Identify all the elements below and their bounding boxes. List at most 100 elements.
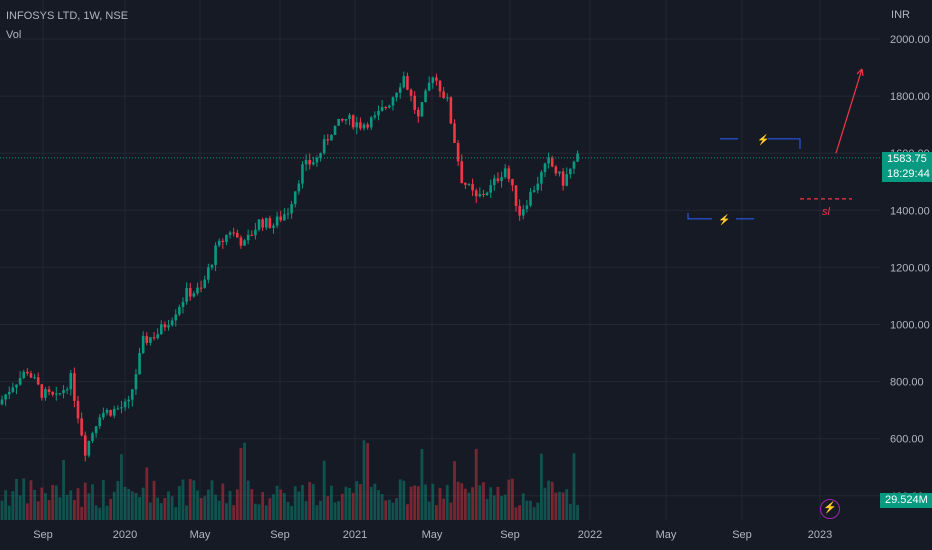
candle-body: [478, 194, 482, 197]
volume-bar: [235, 489, 239, 520]
volume-bar: [474, 448, 478, 520]
candle-body: [141, 336, 145, 353]
volume-bar: [377, 490, 380, 520]
candle-body: [297, 183, 301, 192]
volume-bar: [402, 480, 406, 520]
volume-bar: [395, 498, 398, 520]
volume-bar: [565, 489, 569, 520]
candle-body: [540, 172, 543, 184]
pattern-top-bracket: [720, 138, 801, 149]
candle-body: [355, 122, 359, 128]
volume-bar: [525, 500, 529, 520]
candle-body: [366, 124, 369, 128]
candle-body: [503, 168, 507, 178]
volume-bar: [297, 491, 301, 520]
candle-body: [558, 171, 561, 174]
candle-body: [225, 234, 228, 242]
candle-body: [105, 409, 109, 413]
grid-lines: [0, 0, 880, 520]
volume-bar: [315, 505, 319, 520]
volume-bar: [272, 494, 275, 520]
volume-bar: [333, 502, 337, 520]
candle-body: [380, 107, 384, 111]
candle-body: [15, 384, 18, 388]
candle-body: [322, 139, 326, 154]
candle-body: [431, 77, 435, 83]
volume-bar: [536, 502, 540, 520]
candle-body: [377, 110, 380, 116]
volume-bar: [239, 447, 243, 520]
candle-body: [268, 218, 272, 228]
last-price-tag: 1583.75: [882, 152, 932, 167]
volume-bar: [362, 440, 366, 520]
volume-bar: [369, 486, 373, 520]
volume-bar: [145, 467, 149, 520]
volume-bar: [11, 491, 15, 520]
candle-body: [257, 219, 261, 230]
candle-body: [181, 301, 185, 308]
time-tick-label: Sep: [270, 529, 290, 541]
candle-body: [264, 218, 268, 228]
volume-bar: [250, 489, 254, 520]
candle-body: [29, 373, 33, 378]
pattern-bottom-bracket: [687, 212, 754, 220]
volume-bar: [268, 498, 272, 520]
candle-body: [565, 174, 569, 186]
candle-body: [348, 115, 351, 119]
volume-bar: [51, 485, 55, 520]
candle-body: [134, 374, 138, 390]
volume-bar: [15, 478, 18, 520]
candle-body: [261, 219, 264, 228]
price-axis[interactable]: 2000.001800.001600.001400.001200.001000.…: [890, 34, 930, 503]
volume-bar: [348, 488, 351, 520]
volume-bar: [246, 480, 250, 520]
volume-bar: [435, 505, 438, 520]
volume-bar: [116, 481, 120, 520]
volume-indicator-label[interactable]: Vol: [6, 29, 22, 41]
candle-body: [174, 314, 178, 321]
candle-body: [91, 433, 94, 441]
candle-body: [0, 399, 4, 405]
volume-bar: [438, 487, 442, 520]
candle-body: [283, 214, 286, 221]
volume-bar: [460, 483, 464, 520]
time-axis[interactable]: Sep 2020 May Sep 2021 May Sep 2022 May Sep 2023: [33, 529, 832, 541]
volume-bar: [290, 505, 293, 520]
drawings: ⚡ ⚡ sl: [0, 68, 880, 226]
candle-body: [185, 288, 188, 302]
candle-body: [493, 178, 496, 186]
candle-body: [159, 324, 163, 335]
candle-body: [228, 232, 232, 235]
symbol-title[interactable]: INFOSYS LTD, 1W, NSE: [6, 10, 129, 22]
volume-bar: [503, 494, 507, 520]
volume-bar: [141, 487, 145, 520]
volume-bar: [134, 492, 138, 520]
volume-bar: [409, 486, 413, 520]
candle-body: [236, 232, 239, 238]
volume-bar: [380, 493, 384, 520]
lightning-icon[interactable]: ⚡: [820, 499, 840, 519]
volume-bar: [550, 481, 554, 520]
volume-bar: [500, 495, 503, 520]
candle-body: [315, 157, 319, 163]
volume-bar: [4, 490, 8, 520]
candle-body: [344, 118, 348, 121]
volume-bar: [576, 504, 579, 520]
candle-body: [254, 229, 257, 236]
volume-bar: [105, 505, 109, 520]
volume-bar: [62, 459, 65, 520]
candle-body: [149, 337, 152, 343]
candle-body: [427, 82, 431, 91]
volume-bar: [29, 480, 33, 520]
volume-bar: [181, 479, 185, 520]
candle-body: [482, 194, 485, 196]
volume-bar: [319, 500, 322, 520]
volume-bar: [344, 486, 348, 520]
volume-bar: [406, 504, 409, 520]
candle-body: [138, 352, 141, 375]
volume-bar: [44, 493, 47, 520]
volume-bar: [98, 507, 102, 520]
last-volume-tag: 29.524M: [880, 493, 932, 508]
candle-body: [40, 384, 44, 398]
